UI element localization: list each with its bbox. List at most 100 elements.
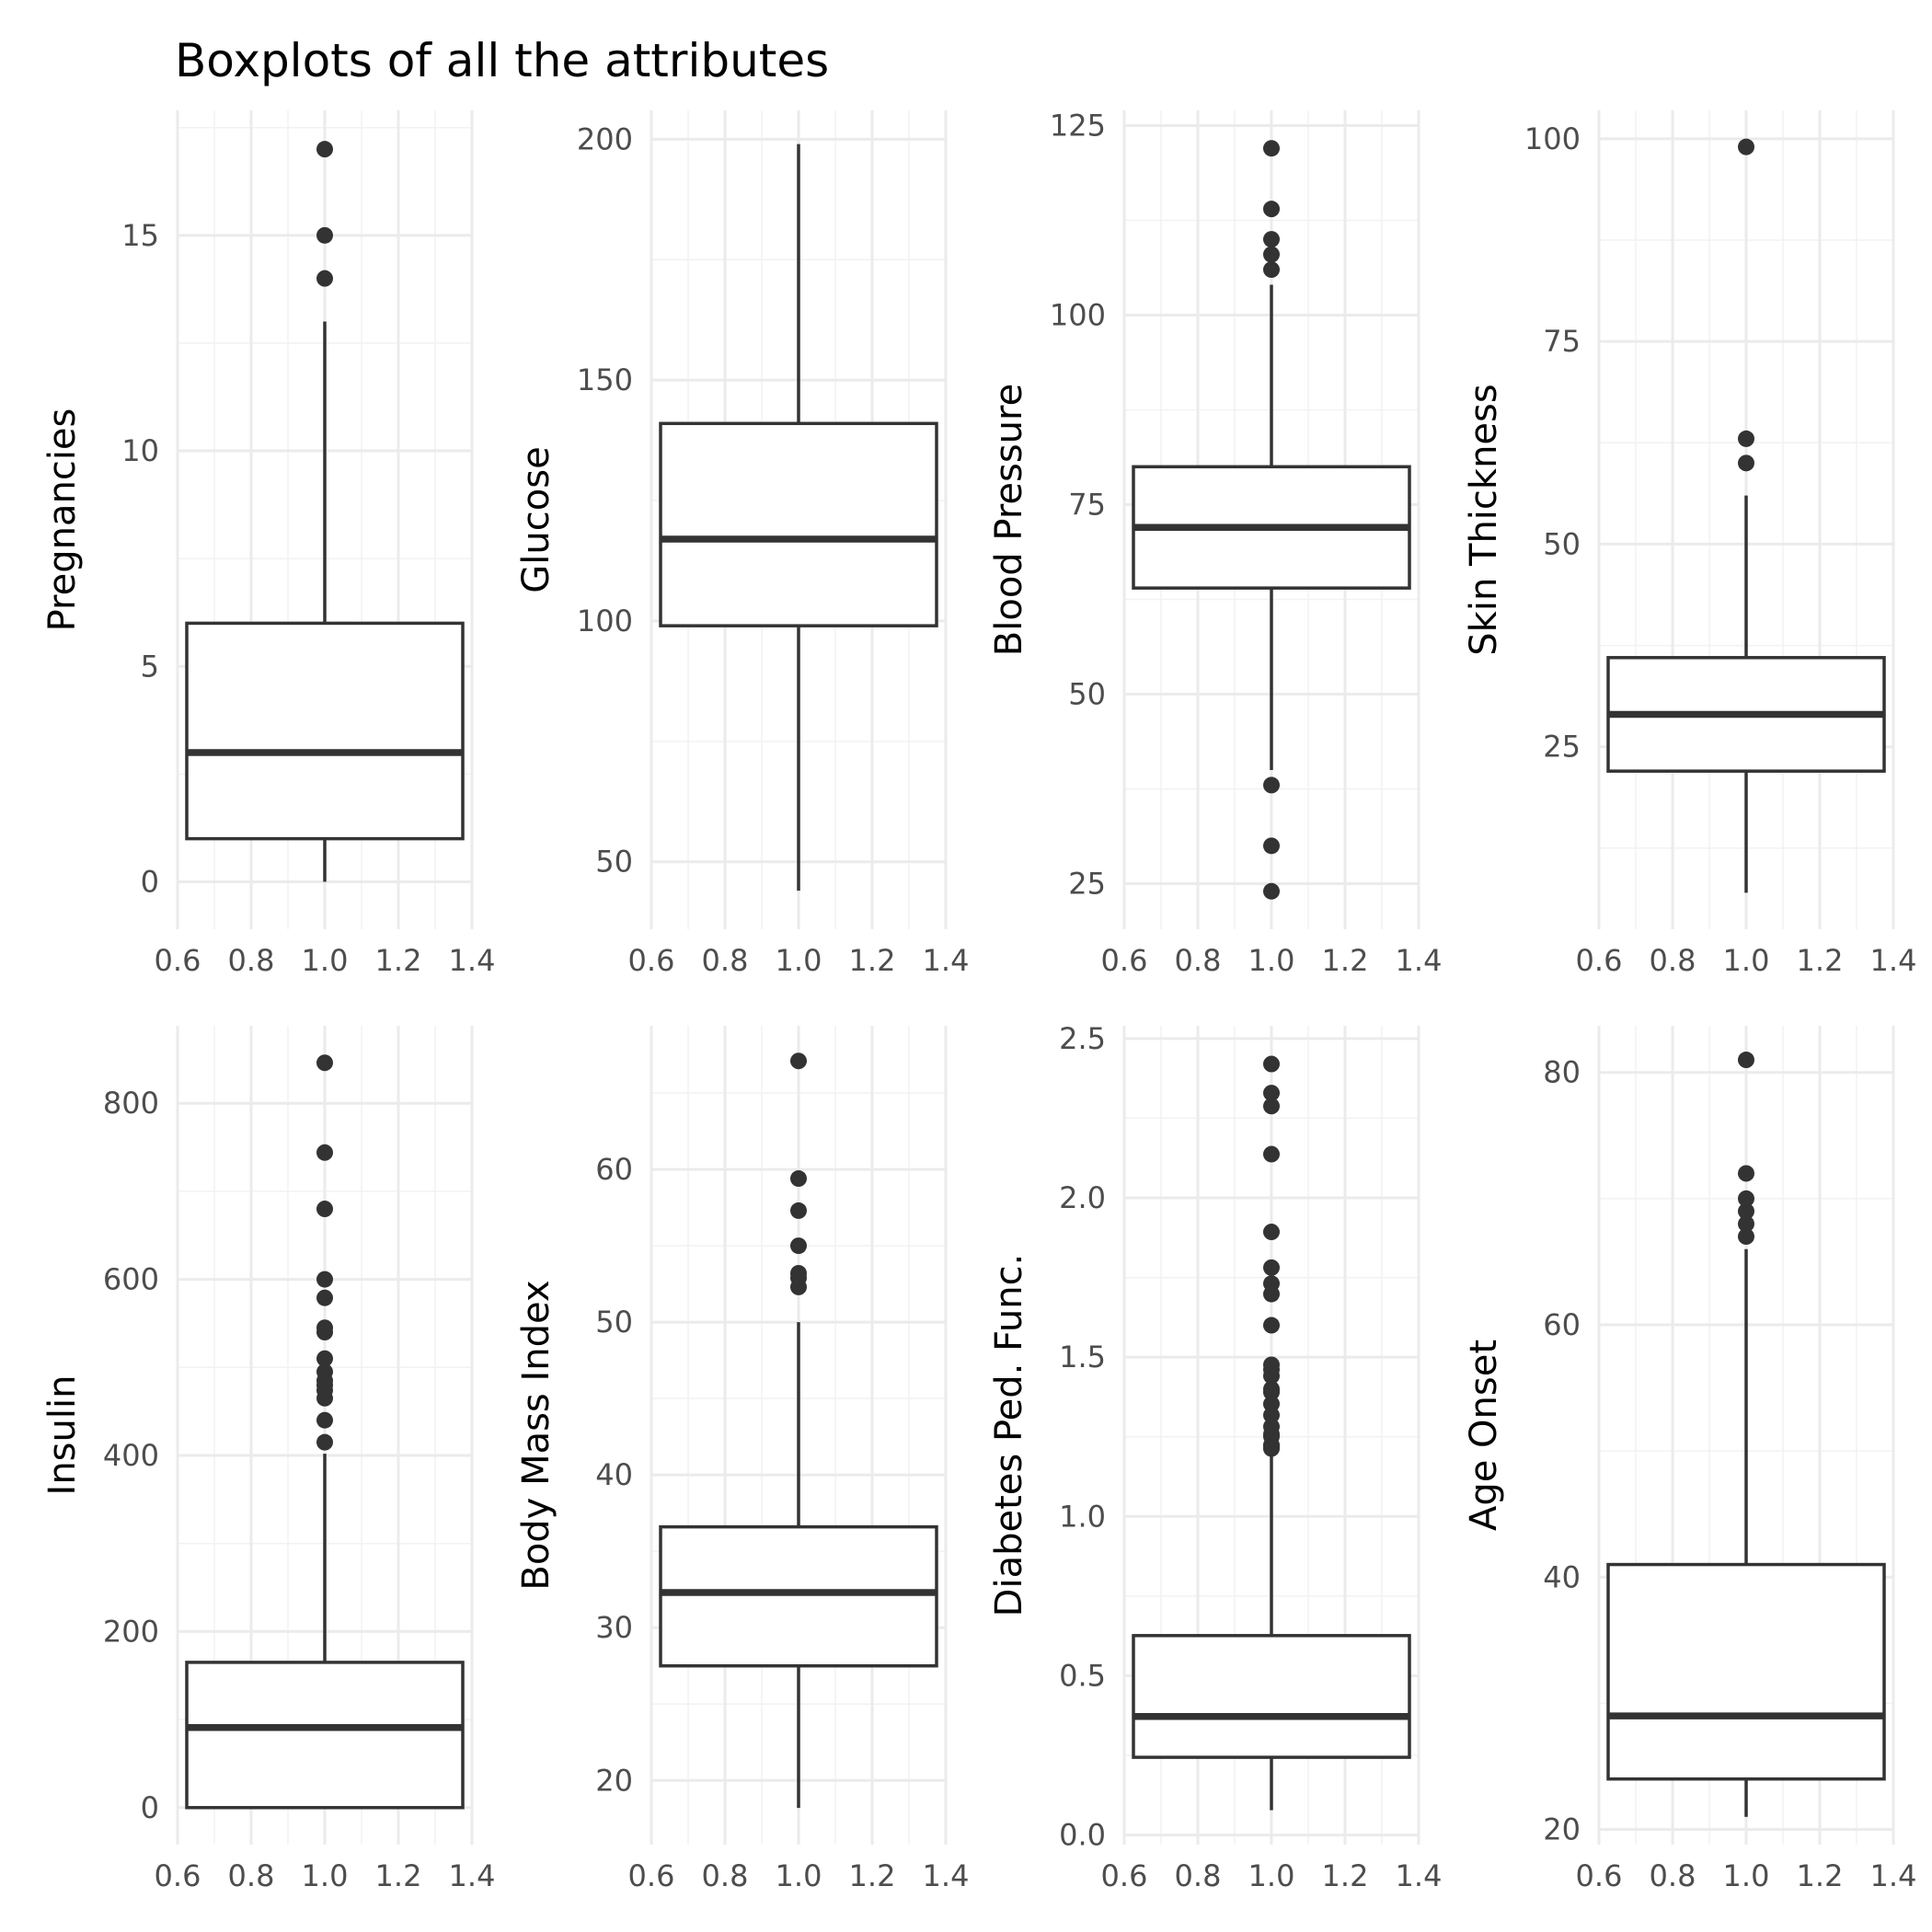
- y-axis-label: Blood Pressure: [988, 384, 1030, 656]
- y-tick-label: 1.5: [1059, 1340, 1106, 1374]
- y-tick-label: 150: [577, 362, 633, 397]
- y-tick-label: 0.0: [1059, 1818, 1106, 1853]
- x-tick-label: 1.4: [449, 943, 496, 978]
- panels-group: 0.6 0.8 1.0 1.2 1.4 0 5 10 15 Pregnancies 0.6 0.8 1.…: [41, 108, 1916, 1893]
- x-tick-label: 1.2: [375, 1858, 422, 1893]
- panel-5: 0.6 0.8 1.0 1.2 1.4 0 200 400 600 800 Insulin: [41, 1026, 495, 1893]
- x-tick-label: 1.0: [1248, 1858, 1295, 1893]
- y-axis-label: Age Onset: [1463, 1340, 1505, 1531]
- x-tick-label: 0.8: [1175, 1858, 1222, 1893]
- outlier-point: [790, 1170, 807, 1188]
- y-tick-label: 50: [1068, 677, 1106, 712]
- iqr-box: [185, 621, 465, 841]
- x-tick-label: 1.2: [1322, 943, 1369, 978]
- outlier-point: [1263, 246, 1280, 263]
- y-tick-label: 2.0: [1059, 1180, 1106, 1215]
- outlier-point: [1263, 1085, 1280, 1102]
- x-tick-label: 1.0: [776, 943, 822, 978]
- outlier-point: [316, 141, 333, 158]
- outlier-point: [790, 1264, 807, 1282]
- outlier-point: [1263, 261, 1280, 279]
- outlier-point: [316, 1201, 333, 1218]
- y-tick-label: 0: [141, 864, 159, 899]
- outlier-point: [316, 1363, 333, 1381]
- outlier-point: [1738, 138, 1754, 155]
- outlier-point: [1263, 1224, 1280, 1241]
- iqr-box: [659, 1524, 938, 1668]
- x-tick-label: 0.6: [155, 943, 201, 978]
- y-axis-label: Diabetes Ped. Func.: [988, 1254, 1030, 1617]
- iqr-box: [1606, 1562, 1886, 1781]
- x-tick-label: 1.0: [776, 1858, 822, 1893]
- panel-2: 0.6 0.8 1.0 1.2 1.4 50 100 150 200 Glucose: [515, 110, 969, 978]
- x-tick-label: 0.6: [628, 943, 675, 978]
- x-tick-label: 0.8: [702, 943, 749, 978]
- x-tick-label: 1.0: [1723, 1858, 1770, 1893]
- x-tick-label: 0.8: [702, 1858, 749, 1893]
- outlier-point: [1738, 1165, 1754, 1182]
- y-tick-label: 40: [595, 1457, 633, 1492]
- y-tick-label: 10: [121, 433, 159, 468]
- outlier-point: [790, 1202, 807, 1219]
- outlier-point: [1738, 1190, 1754, 1207]
- outlier-point: [790, 1237, 807, 1255]
- outlier-point: [1263, 1259, 1280, 1276]
- y-tick-label: 60: [595, 1152, 633, 1187]
- y-tick-label: 200: [577, 121, 633, 156]
- y-axis-label: Insulin: [41, 1375, 84, 1496]
- panel-4: 0.6 0.8 1.0 1.2 1.4 25 50 75 100 Skin Thickness: [1463, 110, 1916, 978]
- outlier-point: [1738, 1215, 1754, 1233]
- y-tick-label: 600: [103, 1262, 159, 1297]
- y-tick-label: 2.5: [1059, 1021, 1106, 1056]
- y-tick-label: 0.5: [1059, 1658, 1106, 1693]
- y-tick-label: 50: [595, 1305, 633, 1340]
- outlier-point: [1263, 882, 1280, 900]
- outlier-point: [316, 226, 333, 244]
- x-tick-label: 1.2: [1797, 943, 1844, 978]
- outlier-point: [1263, 837, 1280, 855]
- outlier-point: [1738, 1228, 1754, 1246]
- outlier-point: [1738, 454, 1754, 472]
- x-tick-label: 1.4: [923, 1858, 970, 1893]
- y-tick-label: 60: [1543, 1307, 1581, 1342]
- y-tick-label: 1.0: [1059, 1499, 1106, 1534]
- outlier-point: [1263, 1396, 1280, 1413]
- x-tick-label: 1.2: [849, 1858, 896, 1893]
- y-tick-label: 800: [103, 1086, 159, 1121]
- outlier-point: [790, 1052, 807, 1070]
- panel-8: 0.6 0.8 1.0 1.2 1.4 20 40 60 80 Age Onset: [1463, 1026, 1916, 1893]
- panel-3: 0.6 0.8 1.0 1.2 1.4 25 50 75 100 125 Blood Pressur…: [988, 108, 1442, 978]
- x-tick-label: 0.8: [228, 1858, 275, 1893]
- x-tick-label: 0.6: [155, 1858, 201, 1893]
- y-tick-label: 100: [1050, 298, 1106, 333]
- x-tick-label: 1.0: [302, 943, 349, 978]
- y-tick-label: 200: [103, 1614, 159, 1649]
- x-tick-label: 1.0: [1723, 943, 1770, 978]
- y-tick-label: 40: [1543, 1559, 1581, 1594]
- y-tick-label: 25: [1068, 867, 1106, 902]
- y-tick-label: 75: [1068, 488, 1106, 523]
- y-tick-label: 50: [1543, 526, 1581, 561]
- outlier-point: [1263, 201, 1280, 218]
- y-tick-label: 30: [595, 1610, 633, 1645]
- iqr-box: [185, 1661, 465, 1810]
- x-tick-label: 1.4: [923, 943, 970, 978]
- outlier-point: [316, 1350, 333, 1367]
- outlier-point: [316, 1319, 333, 1337]
- panel-6: 0.6 0.8 1.0 1.2 1.4 20 30 40 50 60 Body Mass Index: [515, 1026, 969, 1893]
- y-axis-label: Body Mass Index: [515, 1280, 558, 1590]
- x-tick-label: 1.4: [1396, 1858, 1443, 1893]
- x-tick-label: 1.4: [1870, 943, 1917, 978]
- y-tick-label: 20: [1543, 1812, 1581, 1847]
- outlier-point: [1263, 1055, 1280, 1073]
- y-tick-label: 100: [1524, 121, 1581, 156]
- y-tick-label: 400: [103, 1438, 159, 1473]
- outlier-point: [1738, 1052, 1754, 1069]
- x-tick-label: 1.4: [1396, 943, 1443, 978]
- y-tick-label: 20: [595, 1763, 633, 1798]
- outlier-point: [1263, 231, 1280, 248]
- x-tick-label: 1.2: [849, 943, 896, 978]
- outlier-point: [1263, 776, 1280, 794]
- x-tick-label: 1.2: [1322, 1858, 1369, 1893]
